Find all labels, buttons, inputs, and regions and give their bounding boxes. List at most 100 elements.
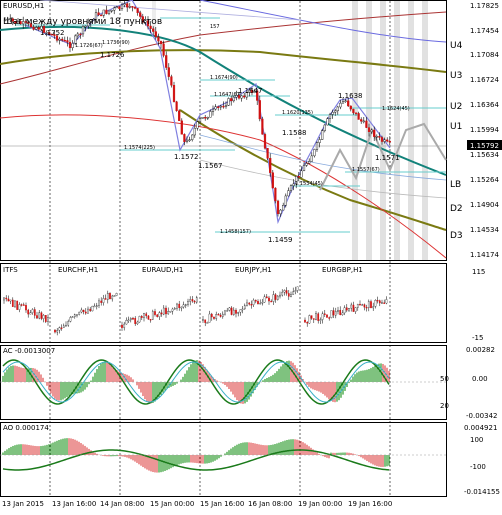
itfs-candle	[134, 318, 137, 325]
itfs-candle	[95, 305, 98, 307]
candle	[42, 26, 46, 33]
candle	[68, 41, 72, 49]
itfs-candle	[180, 306, 183, 309]
itfs-candle	[221, 313, 224, 317]
itfs-candle	[224, 310, 226, 315]
candle	[157, 36, 160, 42]
itfs-candle	[100, 300, 103, 303]
candle	[45, 32, 48, 34]
ac-title: AC -0.0013007	[3, 347, 55, 355]
candle	[300, 170, 303, 178]
ao-panel[interactable]	[0, 422, 447, 497]
itfs-candle	[287, 293, 290, 297]
svg-text:U4: U4	[450, 41, 463, 51]
itfs-candle	[42, 315, 45, 319]
itfs-candle	[191, 299, 194, 302]
candle	[107, 10, 111, 14]
itfs-candle	[232, 309, 235, 315]
itfs-candle	[111, 295, 114, 300]
itfs-candle	[147, 315, 150, 320]
svg-text:1.17825: 1.17825	[470, 2, 499, 10]
svg-text:13 Jan 16:00: 13 Jan 16:00	[52, 500, 96, 508]
itfs-candle	[102, 298, 105, 303]
itfs-candle	[365, 306, 368, 309]
itfs-candle	[62, 325, 65, 328]
itfs-candle	[73, 314, 76, 317]
candle	[92, 19, 95, 21]
itfs-candle	[80, 309, 83, 313]
itfs-candle	[5, 297, 8, 300]
candle	[175, 101, 178, 111]
svg-text:LB: LB	[450, 180, 461, 190]
svg-text:-0.014155: -0.014155	[464, 488, 500, 496]
itfs-candle	[106, 293, 109, 300]
candle	[276, 200, 280, 215]
itfs-panel[interactable]	[0, 263, 447, 343]
svg-text:1.1567: 1.1567	[198, 162, 223, 170]
candle	[295, 176, 298, 185]
itfs-candle	[14, 300, 16, 307]
candle	[373, 129, 376, 137]
candle	[235, 95, 238, 98]
itfs-candle	[202, 319, 204, 321]
candle	[152, 28, 155, 32]
itfs-candle	[285, 290, 288, 294]
itfs-candle	[306, 322, 309, 324]
itfs-candle	[93, 305, 96, 308]
itfs-candle	[165, 307, 167, 315]
itfs-candle	[143, 313, 145, 318]
itfs-candle	[206, 322, 209, 324]
itfs-candle	[292, 291, 295, 295]
itfs-candle	[173, 308, 176, 310]
candle	[375, 136, 378, 138]
itfs-candle	[20, 304, 23, 306]
svg-text:1.1571: 1.1571	[375, 154, 400, 162]
itfs-candle	[109, 293, 111, 300]
itfs-candle	[363, 304, 366, 308]
itfs-candle	[210, 313, 213, 318]
svg-text:D3: D3	[450, 231, 463, 241]
svg-text:1.16724: 1.16724	[470, 76, 499, 84]
candle	[19, 21, 22, 25]
candle	[196, 121, 199, 129]
candle	[271, 172, 274, 189]
candle	[167, 67, 170, 77]
candle	[24, 21, 27, 23]
itfs-candle	[321, 313, 324, 320]
itfs-candle	[22, 304, 25, 306]
candle	[313, 149, 316, 157]
candle	[328, 114, 332, 119]
candle	[133, 6, 137, 9]
itfs-candle	[187, 301, 189, 305]
itfs-candle	[91, 305, 94, 312]
itfs-candle	[276, 295, 279, 300]
itfs-candle	[69, 317, 72, 322]
candle	[14, 21, 17, 24]
candle	[123, 3, 126, 6]
candle	[331, 111, 334, 115]
itfs-candle	[65, 325, 67, 327]
itfs-candle	[226, 310, 229, 312]
candle	[144, 20, 147, 23]
itfs-candle	[283, 290, 286, 293]
ao-axis: 0.004921 100 -100 -0.014155	[464, 424, 500, 496]
svg-text:-15: -15	[472, 334, 483, 342]
itfs-candle	[11, 299, 14, 307]
candle	[84, 25, 87, 28]
candle	[48, 32, 51, 35]
candle	[120, 4, 124, 9]
itfs-candle	[361, 304, 364, 306]
itfs-candle	[54, 329, 56, 333]
itfs-candle	[290, 294, 292, 297]
zigzag-line	[24, 0, 391, 225]
svg-text:-0.00342: -0.00342	[466, 412, 497, 420]
itfs-candle	[248, 302, 251, 305]
itfs-candle	[370, 301, 372, 309]
svg-text:0.00282: 0.00282	[466, 346, 495, 354]
svg-text:16 Jan 08:00: 16 Jan 08:00	[248, 500, 292, 508]
svg-text:50: 50	[440, 375, 449, 383]
svg-text:1.1588: 1.1588	[282, 129, 307, 137]
itfs-candle	[98, 300, 100, 306]
